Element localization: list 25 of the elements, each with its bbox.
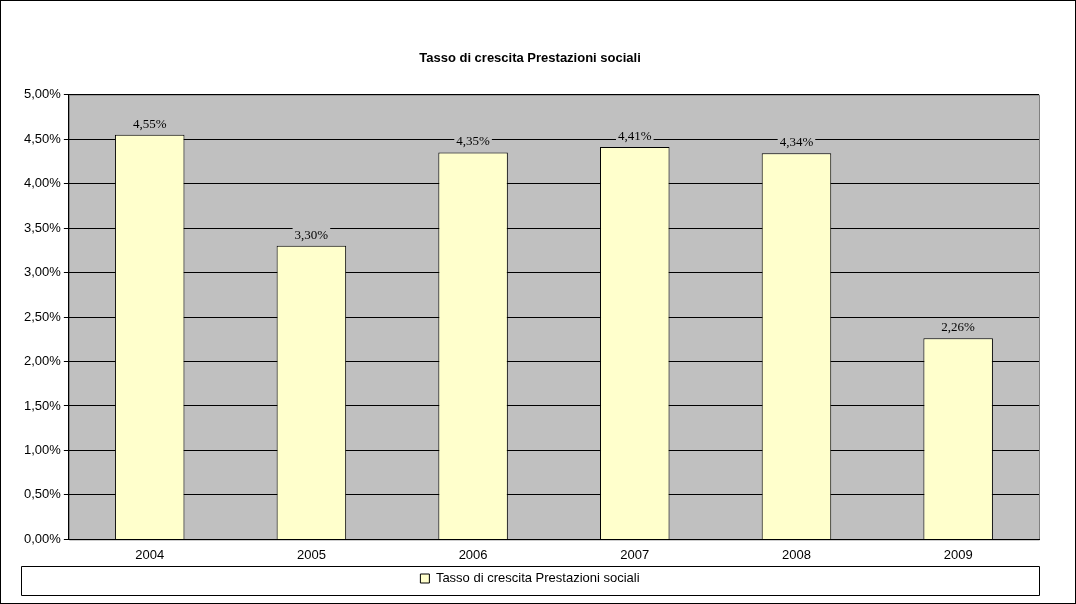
y-tick-label: 1,00% (23, 442, 62, 458)
data-label: 4,41% (617, 128, 652, 144)
x-tick-label: 2006 (458, 546, 488, 562)
y-tick-label: 2,50% (23, 308, 62, 324)
y-tick-label: 3,50% (23, 219, 62, 235)
data-label: 2,26% (941, 319, 976, 335)
data-label: 4,34% (779, 134, 814, 150)
x-tick-label: 2005 (296, 546, 326, 562)
y-tick-label: 0,50% (23, 486, 62, 502)
data-label: 4,35% (456, 133, 491, 149)
y-tick-label: 3,00% (23, 264, 62, 280)
y-tick-label: 4,00% (23, 175, 62, 191)
x-tick-label: 2007 (620, 546, 650, 562)
y-tick-label: 4,50% (23, 130, 62, 146)
x-tick-label: 2008 (782, 546, 811, 562)
data-label: 3,30% (294, 226, 329, 242)
legend-label: Tasso di crescita Prestazioni sociali (435, 570, 640, 586)
data-label: 4,55% (132, 115, 167, 131)
x-tick-label: 2004 (135, 546, 165, 562)
chart-title: Tasso di crescita Prestazioni sociali (419, 50, 641, 66)
y-tick-label: 1,50% (23, 397, 62, 413)
x-tick-label: 2009 (943, 546, 973, 562)
y-tick-label: 5,00% (23, 86, 62, 102)
y-tick-label: 0,00% (23, 530, 62, 546)
y-tick-label: 2,00% (23, 353, 62, 369)
